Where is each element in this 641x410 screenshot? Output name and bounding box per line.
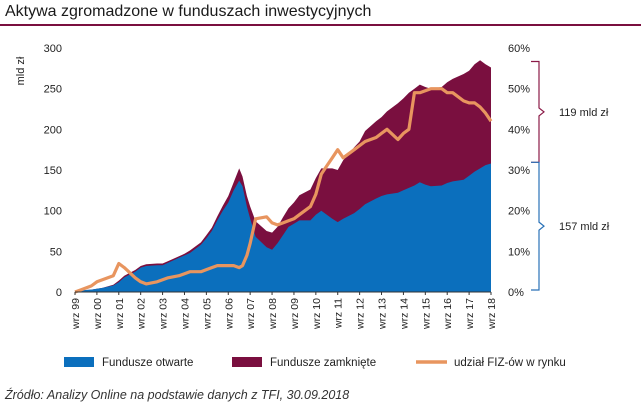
- legend-open-funds: Fundusze otwarte: [64, 357, 193, 369]
- axes-layer: 0 50 100 150 200 250 300 mld zł 0% 10% 20% 30% 40% 50…: [15, 43, 530, 330]
- legend-label: Fundusze otwarte: [102, 357, 193, 369]
- legend-label: Fundusze zamknięte: [270, 357, 376, 369]
- y-tick-label: 0: [56, 287, 62, 299]
- y-tick-label: 100: [44, 206, 62, 218]
- chart-title: Aktywa zgromadzone w funduszach inwestyc…: [5, 3, 372, 20]
- source-note: Źródło: Analizy Online na podstawie dany…: [5, 388, 350, 402]
- x-tick-label: wrz 15: [420, 298, 432, 330]
- series-area-open-funds: [75, 163, 491, 292]
- x-tick-label: wrz 12: [355, 298, 367, 330]
- brace-open-funds: 157 mld zł: [531, 161, 610, 291]
- y2-tick-label: 20%: [508, 206, 530, 218]
- y2-tick-label: 60%: [508, 43, 530, 55]
- x-tick-label: wrz 18: [486, 298, 498, 330]
- x-tick-label: wrz 13: [377, 298, 389, 330]
- x-tick-label: wrz 99: [70, 298, 82, 330]
- annotations-layer: 119 mld zł 157 mld zł: [531, 60, 610, 291]
- legend: Fundusze otwarte Fundusze zamknięte udział…: [64, 357, 566, 369]
- y-tick-label: 300: [44, 43, 62, 55]
- x-tick-label: wrz 07: [245, 298, 257, 330]
- brace-label: 157 mld zł: [559, 221, 610, 233]
- x-tick-label: wrz 11: [333, 298, 345, 329]
- assets-chart: 0 50 100 150 200 250 300 mld zł 0% 10% 20% 30% 40% 50…: [15, 43, 610, 369]
- title-underline: [0, 24, 641, 26]
- x-tick-label: wrz 16: [442, 298, 454, 330]
- x-tick-label: wrz 00: [92, 298, 104, 330]
- brace-label: 119 mld zł: [559, 107, 609, 119]
- legend-fiz-share: udział FIZ-ów w rynku: [416, 357, 566, 369]
- x-tick-label: wrz 05: [201, 298, 213, 330]
- y-tick-label: 200: [44, 124, 62, 136]
- x-tick-label: wrz 08: [267, 298, 279, 330]
- x-tick-label: wrz 02: [136, 298, 148, 330]
- legend-swatch: [232, 357, 262, 367]
- legend-closed-funds: Fundusze zamknięte: [232, 357, 376, 369]
- legend-swatch: [64, 357, 94, 367]
- y2-tick-label: 0%: [508, 287, 524, 299]
- series-line-fiz-share: [74, 87, 493, 294]
- x-tick-label: wrz 17: [464, 298, 476, 330]
- y-tick-label: 50: [50, 246, 62, 258]
- y-axis-label: mld zł: [15, 56, 27, 85]
- x-tick-label: wrz 03: [158, 298, 170, 330]
- area-layer: [75, 60, 491, 293]
- x-tick-label: wrz 14: [398, 298, 410, 330]
- brace-shape: [531, 161, 545, 291]
- y2-tick-label: 40%: [508, 124, 530, 136]
- x-tick-label: wrz 04: [180, 298, 192, 330]
- x-tick-label: wrz 09: [289, 298, 301, 330]
- y-tick-label: 150: [44, 165, 62, 177]
- y2-tick-label: 30%: [508, 165, 530, 177]
- x-tick-label: wrz 10: [311, 298, 323, 330]
- brace-closed-funds: 119 mld zł: [531, 60, 609, 163]
- legend-label: udział FIZ-ów w rynku: [454, 357, 566, 369]
- y2-tick-label: 10%: [508, 246, 530, 258]
- y-tick-label: 250: [44, 84, 62, 96]
- x-tick-label: wrz 01: [114, 298, 126, 330]
- y2-tick-label: 50%: [508, 84, 530, 96]
- line-layer: [74, 87, 493, 294]
- x-tick-label: wrz 06: [223, 298, 235, 330]
- brace-shape: [531, 60, 545, 163]
